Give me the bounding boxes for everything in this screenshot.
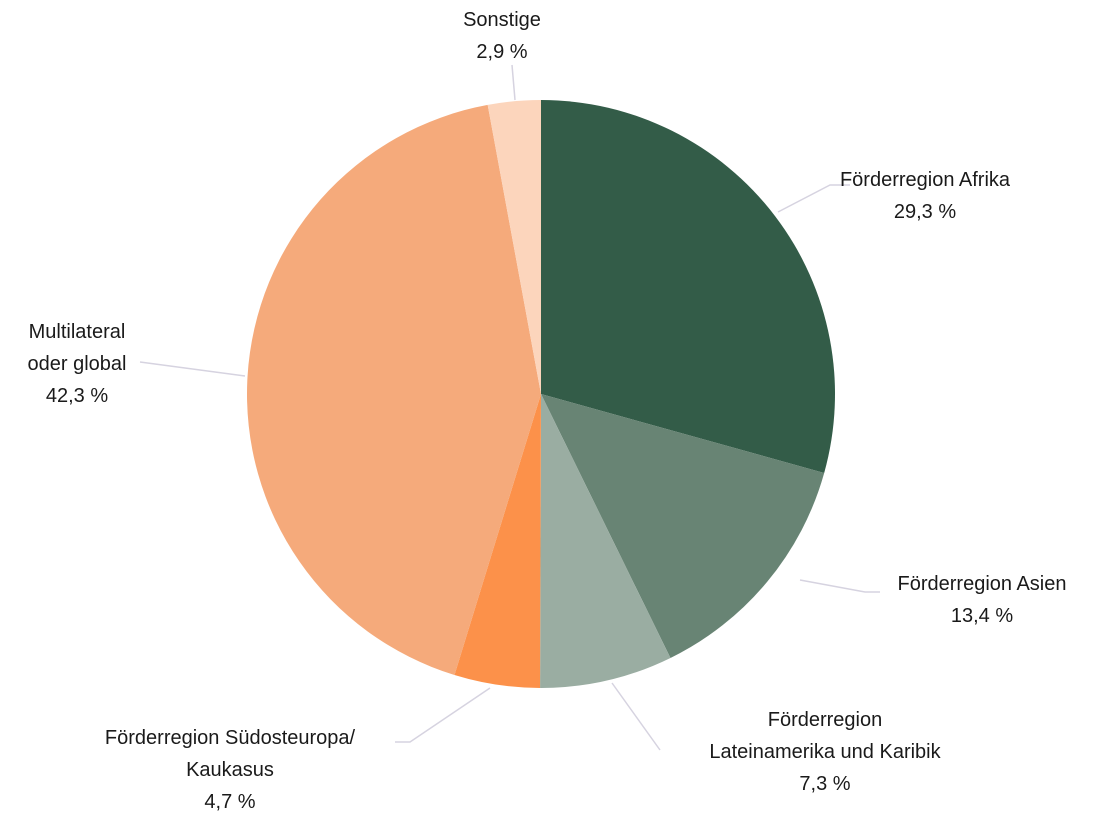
pie-slice (541, 394, 825, 658)
slice-label: Förderregion Südosteuropa/ Kaukasus 4,7 % (60, 722, 400, 816)
value-label: 42,3 % (45, 385, 109, 407)
value-label: 13,4 % (950, 605, 1014, 627)
pie-slice (454, 394, 541, 688)
slice-label: Sonstige 2,9 % (332, 4, 672, 68)
pie-slice (247, 104, 541, 675)
value-label: 7,3 % (799, 773, 851, 795)
pie-slice (487, 100, 541, 394)
pie-slice (540, 394, 671, 688)
category-label: Förderregion Südosteuropa/ Kaukasus (104, 727, 356, 781)
slice-label: Förderregion Asien 13,4 % (812, 568, 1095, 632)
pie-slice (541, 100, 835, 473)
leader-line (139, 361, 246, 377)
category-label: Förderregion Asien (897, 573, 1067, 595)
category-label: Sonstige (463, 9, 541, 31)
slice-label: Förderregion Afrika 29,3 % (755, 164, 1095, 228)
leader-line (395, 687, 491, 743)
leader-line (611, 682, 661, 751)
leader-line (777, 184, 850, 213)
value-label: 2,9 % (476, 41, 528, 63)
category-label: Multilateral oder global (27, 321, 127, 375)
value-label: 4,7 % (204, 791, 256, 813)
value-label: 29,3 % (893, 201, 957, 223)
leader-line (511, 64, 516, 101)
slice-label: Multilateral oder global 42,3 % (0, 316, 247, 412)
leader-line (799, 579, 880, 593)
category-label: Förderregion Lateinamerika und Karibik (709, 709, 941, 763)
category-label: Förderregion Afrika (839, 169, 1011, 191)
slice-label: Förderregion Lateinamerika und Karibik 7,… (655, 704, 995, 800)
